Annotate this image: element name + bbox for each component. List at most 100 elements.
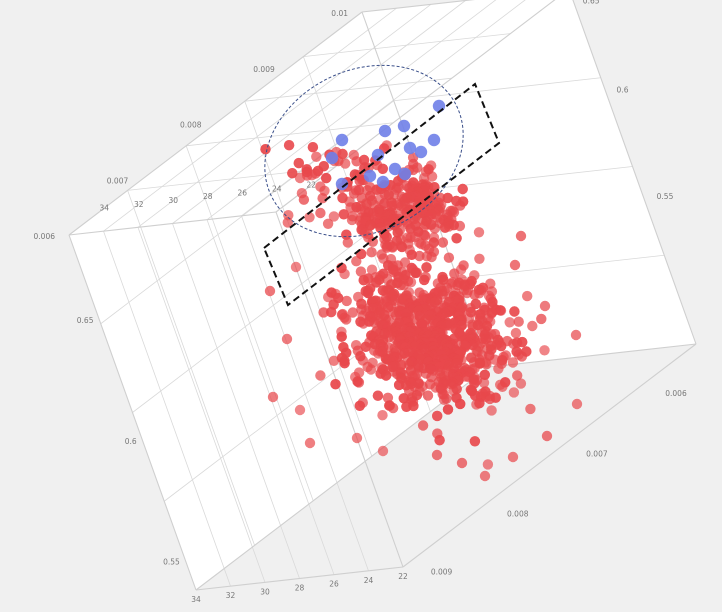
data-point-red [366, 247, 377, 258]
data-point-red [354, 400, 365, 411]
frame-edge [68, 11, 363, 236]
frame-edge [68, 234, 197, 591]
data-point-red [347, 307, 358, 318]
data-point-red [471, 399, 482, 410]
data-point-red [326, 306, 337, 318]
width-tick-label: 0.01 [331, 9, 348, 18]
data-point-red [426, 251, 437, 263]
data-point-red [508, 387, 520, 398]
data-point-red [414, 250, 425, 262]
data-point-red [346, 214, 358, 226]
data-point-red [341, 295, 352, 307]
depth-tick-label: 34 [100, 204, 110, 213]
data-point-red [339, 268, 350, 280]
frame-edge [361, 0, 475, 13]
grid-line-width [127, 167, 335, 191]
data-point-red [358, 275, 369, 286]
rear-back-plane [362, 0, 696, 367]
frame-edge [572, 0, 697, 345]
data-point-red [348, 188, 360, 199]
width-tick-label: 0.006 [34, 232, 56, 241]
data-point-red [293, 157, 304, 169]
data-point-red [515, 378, 527, 389]
data-point-red [355, 266, 367, 277]
width-tick-label: 0.007 [107, 176, 129, 185]
data-point-red [342, 237, 353, 248]
data-point-red [474, 253, 485, 264]
data-point-red [294, 172, 306, 184]
width-tick-label: 0.007 [586, 449, 608, 458]
data-point-red [267, 391, 279, 403]
data-point-red [512, 370, 523, 381]
frame-edge [68, 211, 277, 236]
data-point-red [571, 398, 583, 410]
data-point-blue [325, 151, 339, 165]
data-point-red [330, 379, 341, 390]
data-point-red [406, 249, 417, 260]
data-point-red [354, 175, 365, 187]
data-point-red [516, 351, 528, 362]
data-point-red [426, 171, 438, 182]
vertical-tick-label: 0.55 [163, 558, 180, 567]
depth-tick-label: 22 [398, 572, 408, 581]
data-point-red [260, 144, 271, 155]
data-point-red [380, 370, 392, 381]
depth-tick-label: 34 [191, 595, 201, 604]
data-point-red [515, 230, 527, 242]
width-tick-label: 0.008 [507, 510, 529, 519]
depth-tick-label: 24 [364, 576, 374, 585]
data-point-red [496, 340, 507, 352]
data-point-red [525, 403, 536, 415]
vertical-tick-label: 0.6 [617, 85, 629, 94]
vertical-tick-label: 0.65 [77, 316, 94, 325]
data-point-red [311, 151, 322, 162]
data-point-red [539, 300, 551, 312]
data-point-red [493, 363, 504, 374]
data-point-red [541, 430, 553, 442]
data-point-red [298, 194, 310, 205]
data-point-red [377, 410, 388, 421]
data-point-red [336, 331, 347, 342]
data-point-blue [335, 177, 349, 191]
chart-tick-labels: 34 34 32 32 30 30 28 28 26 26 24 24 22 22 0.01 0.009 0.0… [34, 0, 687, 604]
grid-line-depth [137, 227, 266, 583]
data-point-red [340, 158, 351, 169]
data-point-red [315, 370, 326, 381]
data-point-red [341, 314, 352, 325]
data-point-red [371, 184, 382, 195]
data-point-red [457, 183, 468, 195]
data-point-red [367, 236, 378, 247]
data-point-red [322, 218, 334, 229]
data-point-red [455, 200, 466, 211]
grid-line-depth [172, 0, 466, 224]
data-point-red [405, 223, 416, 234]
data-point-red [363, 288, 374, 299]
data-point-red [369, 317, 380, 328]
data-point-red [539, 345, 550, 356]
data-point-red [507, 357, 519, 368]
data-point-red [437, 237, 449, 248]
data-point-red [422, 390, 434, 401]
grid-line-depth [241, 215, 369, 571]
data-point-red [429, 223, 440, 234]
data-point-blue [432, 99, 446, 113]
data-point-red [358, 318, 369, 329]
data-point-red [282, 217, 293, 228]
data-point-red [527, 320, 538, 332]
depth-tick-label: 28 [295, 584, 305, 593]
data-point-red [420, 230, 431, 241]
data-point-red [281, 333, 293, 345]
data-point-red [510, 327, 522, 339]
depth-tick-label: 28 [203, 192, 213, 201]
data-point-red [304, 437, 316, 449]
data-point-red [473, 227, 485, 238]
data-point-blue [378, 124, 392, 138]
depth-tick-label: 24 [272, 185, 282, 194]
data-point-red [469, 436, 481, 447]
data-point-red [328, 355, 340, 366]
data-point-red [508, 338, 519, 349]
data-point-red [323, 291, 334, 303]
data-point-blue [363, 169, 377, 183]
data-point-red [504, 317, 515, 328]
